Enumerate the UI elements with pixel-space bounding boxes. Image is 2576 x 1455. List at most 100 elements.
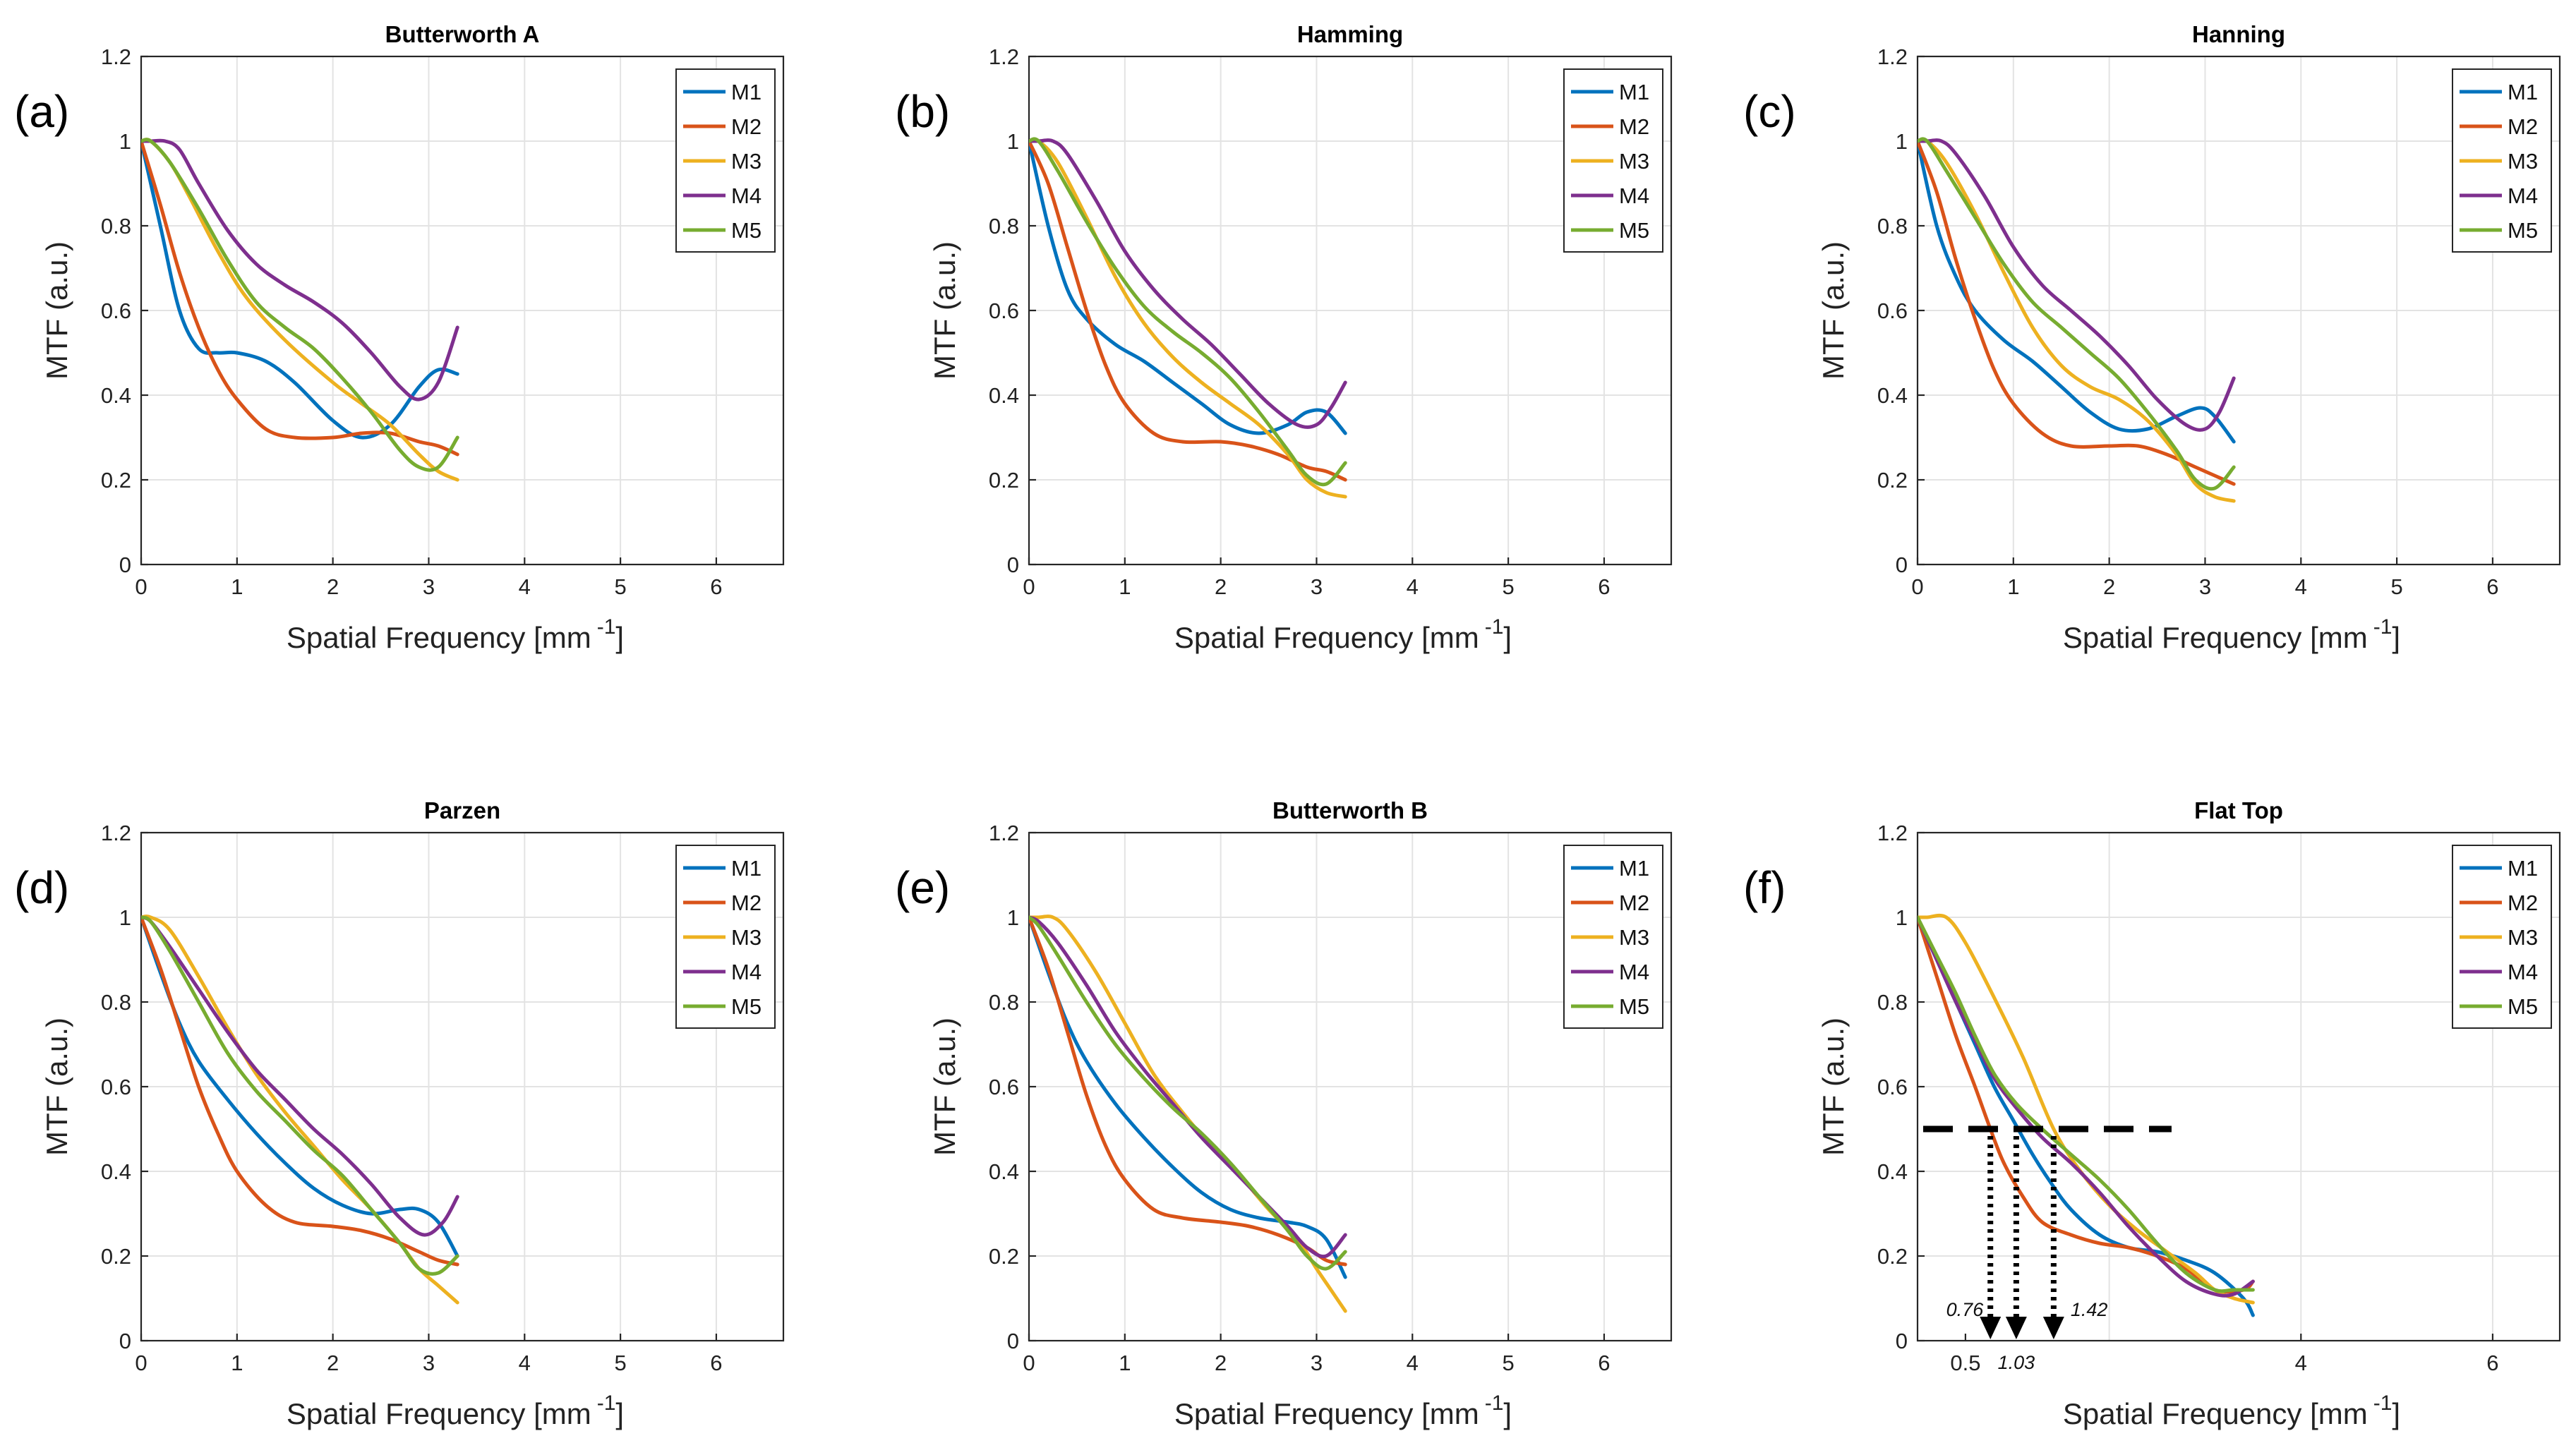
x-tick-label: 1 bbox=[231, 1351, 243, 1375]
x-tick-label: 6 bbox=[710, 574, 722, 599]
series-line-m5 bbox=[1918, 915, 2255, 1293]
x-tick-label: 0 bbox=[1911, 574, 1923, 599]
legend-label: M5 bbox=[731, 218, 762, 243]
x-tick-label: 1 bbox=[231, 574, 243, 599]
x-tick-label: 3 bbox=[423, 1351, 435, 1375]
x-tick-label: 2 bbox=[2103, 574, 2115, 599]
y-tick-label: 0.2 bbox=[989, 468, 1019, 493]
y-tick-label: 0.6 bbox=[989, 298, 1019, 323]
panel-c: (c) Hanning 0 1 2 3 4 5 6 0 0.2 0.4 0.6 0.8 1 1.2 Spatia… bbox=[1743, 21, 2561, 654]
x-axis-label: Spatial Frequency [mm -1] bbox=[2063, 1391, 2400, 1430]
x-tick-label: 6 bbox=[2486, 1351, 2498, 1375]
y-tick-label: 0.6 bbox=[1877, 1075, 1908, 1099]
chart-title: Hamming bbox=[1297, 21, 1403, 47]
legend-label: M5 bbox=[2508, 994, 2538, 1019]
x-axis-label: Spatial Frequency [mm -1] bbox=[287, 1391, 624, 1430]
panel-letter: (b) bbox=[895, 86, 950, 137]
x-tick-label: 0 bbox=[1023, 1351, 1035, 1375]
y-tick-label: 0.2 bbox=[989, 1244, 1019, 1269]
x-tick-label: 6 bbox=[2486, 574, 2498, 599]
legend-label: M5 bbox=[2508, 218, 2538, 243]
legend-label: M1 bbox=[1619, 80, 1649, 104]
panel-letter: (d) bbox=[14, 862, 69, 913]
x-axis-label-sup: -1 bbox=[597, 615, 616, 639]
chart-title: Flat Top bbox=[2194, 797, 2283, 823]
series-line-m4 bbox=[1029, 138, 1347, 429]
legend-label: M3 bbox=[2508, 925, 2538, 950]
x-axis-label-end: ] bbox=[2392, 1397, 2400, 1430]
x-tick-label: 4 bbox=[2295, 574, 2307, 599]
panel-letter: (c) bbox=[1743, 86, 1796, 137]
legend-label: M4 bbox=[2508, 960, 2538, 984]
legend-label: M2 bbox=[731, 890, 762, 915]
x-axis-label-sup: -1 bbox=[597, 1391, 616, 1415]
series-line-m2 bbox=[1918, 139, 2236, 486]
x-tick-label: 5 bbox=[1502, 1351, 1514, 1375]
series-line-m5 bbox=[1918, 137, 2236, 491]
x-tick-label: 5 bbox=[614, 1351, 626, 1375]
y-tick-label: 1 bbox=[1007, 905, 1019, 930]
legend-label: M4 bbox=[731, 183, 762, 208]
panel-f: (f) Flat Top 0.5 4 6 0 0.2 0.4 0.6 0.8 1 1.2 Spatial… bbox=[1743, 797, 2561, 1430]
chart-title: Butterworth A bbox=[385, 21, 540, 47]
series-line-m1 bbox=[141, 139, 459, 440]
x-tick-label: 5 bbox=[1502, 574, 1514, 599]
legend: M1 M2 M3 M4 M5 bbox=[675, 845, 776, 1029]
y-tick-label: 0 bbox=[1007, 1329, 1019, 1353]
series-line-m2 bbox=[141, 139, 459, 457]
legend: M1 M2 M3 M4 M5 bbox=[2452, 845, 2552, 1029]
panel-letter: (e) bbox=[895, 862, 950, 913]
legend-label: M3 bbox=[731, 149, 762, 174]
x-axis-label-main: Spatial Frequency [mm bbox=[2063, 621, 2368, 654]
y-tick-label: 0 bbox=[119, 1329, 131, 1353]
series-line-m3 bbox=[1918, 138, 2236, 503]
x-tick-label: 6 bbox=[1598, 574, 1610, 599]
y-tick-label: 1 bbox=[1896, 129, 1908, 154]
legend-label: M3 bbox=[731, 925, 762, 950]
legend-label: M2 bbox=[1619, 890, 1649, 915]
legend: M1 M2 M3 M4 M5 bbox=[675, 68, 776, 253]
x-tick-label: 3 bbox=[2199, 574, 2211, 599]
x-tick-label: 4 bbox=[1407, 574, 1419, 599]
x-tick-label: 3 bbox=[1311, 1351, 1323, 1375]
x-axis-label-main: Spatial Frequency [mm bbox=[287, 621, 591, 654]
x-tick-label: 0 bbox=[135, 574, 147, 599]
y-tick-label: 0.4 bbox=[101, 1159, 131, 1184]
series-line-m2 bbox=[1029, 139, 1347, 482]
x-tick-label: 4 bbox=[2295, 1351, 2307, 1375]
series-line-m5 bbox=[141, 915, 459, 1276]
legend-label: M2 bbox=[1619, 114, 1649, 139]
x-tick-label: 6 bbox=[710, 1351, 722, 1375]
y-tick-label: 0.4 bbox=[1877, 1159, 1908, 1184]
legend-label: M2 bbox=[2508, 114, 2538, 139]
panel-e: (e) Butterworth B 0 1 2 3 4 5 6 0 0.2 0.4 0.6 0.8 1 1.2… bbox=[895, 797, 1673, 1430]
x-axis-label: Spatial Frequency [mm -1] bbox=[1174, 615, 1512, 654]
drop-arrow-head bbox=[1980, 1317, 2002, 1339]
legend-label: M1 bbox=[731, 80, 762, 104]
x-tick-label: 0 bbox=[1023, 574, 1035, 599]
panel-letter: (f) bbox=[1743, 862, 1786, 913]
legend: M1 M2 M3 M4 M5 bbox=[1563, 845, 1663, 1029]
series-line-m5 bbox=[1029, 137, 1347, 487]
series-line-m3 bbox=[1918, 913, 2255, 1305]
y-tick-label: 0.8 bbox=[989, 990, 1019, 1015]
legend-label: M5 bbox=[731, 994, 762, 1019]
x-axis-label-sup: -1 bbox=[2373, 615, 2393, 639]
legend-label: M4 bbox=[2508, 183, 2538, 208]
y-tick-label: 0.8 bbox=[1877, 214, 1908, 239]
x-axis-label-end: ] bbox=[1503, 1397, 1512, 1430]
y-tick-label: 0.6 bbox=[989, 1075, 1019, 1099]
y-axis-label: MTF (a.u.) bbox=[1817, 241, 1850, 380]
y-tick-label: 0.8 bbox=[101, 214, 131, 239]
x-axis-label: Spatial Frequency [mm -1] bbox=[287, 615, 624, 654]
x-tick-label: 5 bbox=[614, 574, 626, 599]
x-axis-label-main: Spatial Frequency [mm bbox=[1174, 1397, 1479, 1430]
legend: M1 M2 M3 M4 M5 bbox=[1563, 68, 1663, 253]
chart-title: Parzen bbox=[424, 797, 500, 823]
y-tick-label: 0.2 bbox=[1877, 1244, 1908, 1269]
x-tick-label: 1 bbox=[1119, 1351, 1131, 1375]
series-line-m3 bbox=[1029, 914, 1347, 1313]
legend-label: M5 bbox=[1619, 218, 1649, 243]
legend-label: M2 bbox=[2508, 890, 2538, 915]
annotation-label: 1.03 bbox=[1998, 1352, 2035, 1373]
